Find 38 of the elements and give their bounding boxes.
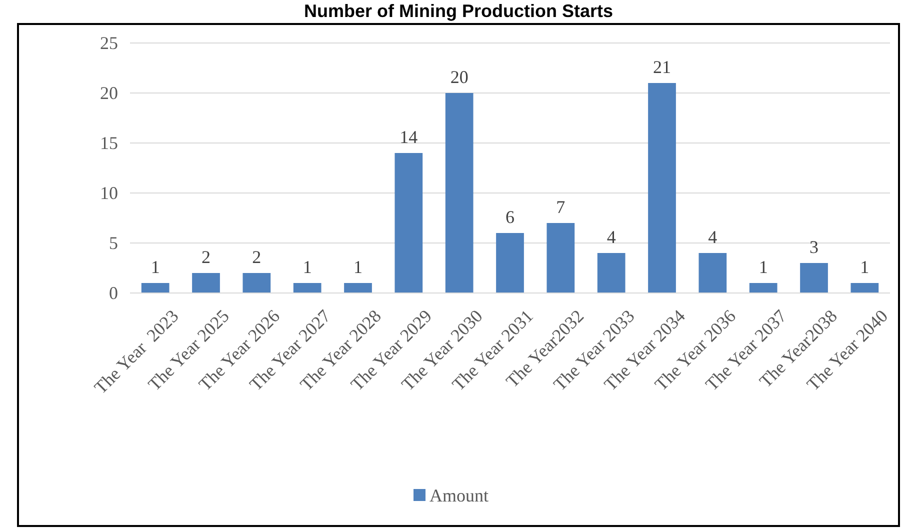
data-label: 20 [450, 67, 468, 87]
bar [293, 283, 322, 293]
bar [648, 83, 676, 293]
y-tick-label: 25 [100, 32, 118, 53]
data-label: 14 [400, 127, 418, 147]
bar [800, 263, 828, 293]
chart-title: Number of Mining Production Starts [304, 1, 613, 21]
data-label: 1 [354, 257, 362, 277]
bar [192, 273, 220, 293]
y-tick-label: 10 [100, 182, 118, 203]
y-tick-label: 5 [109, 232, 118, 253]
bar [344, 283, 372, 293]
y-tick-label: 20 [100, 82, 118, 103]
data-label: 3 [810, 237, 818, 257]
data-label: 1 [302, 257, 312, 277]
y-tick-label: 15 [100, 132, 118, 153]
data-label: 4 [708, 227, 718, 247]
bar [141, 283, 170, 293]
bar [546, 223, 575, 293]
data-label: 1 [758, 257, 768, 277]
bar [242, 273, 271, 293]
data-label: 21 [653, 57, 671, 77]
legend-label: Amount [430, 485, 489, 506]
data-label: 1 [150, 257, 160, 277]
y-tick-label: 0 [109, 282, 118, 303]
bar [698, 253, 727, 293]
bar [496, 233, 524, 293]
bar [445, 93, 474, 293]
bar [850, 283, 879, 293]
bar [749, 283, 778, 293]
data-label: 2 [252, 247, 262, 267]
data-label: 2 [202, 247, 210, 267]
data-label: 1 [860, 257, 870, 277]
data-label: 4 [606, 227, 616, 247]
data-label: 7 [556, 197, 566, 217]
bar [597, 253, 626, 293]
bar [394, 153, 423, 293]
data-label: 6 [506, 207, 514, 227]
